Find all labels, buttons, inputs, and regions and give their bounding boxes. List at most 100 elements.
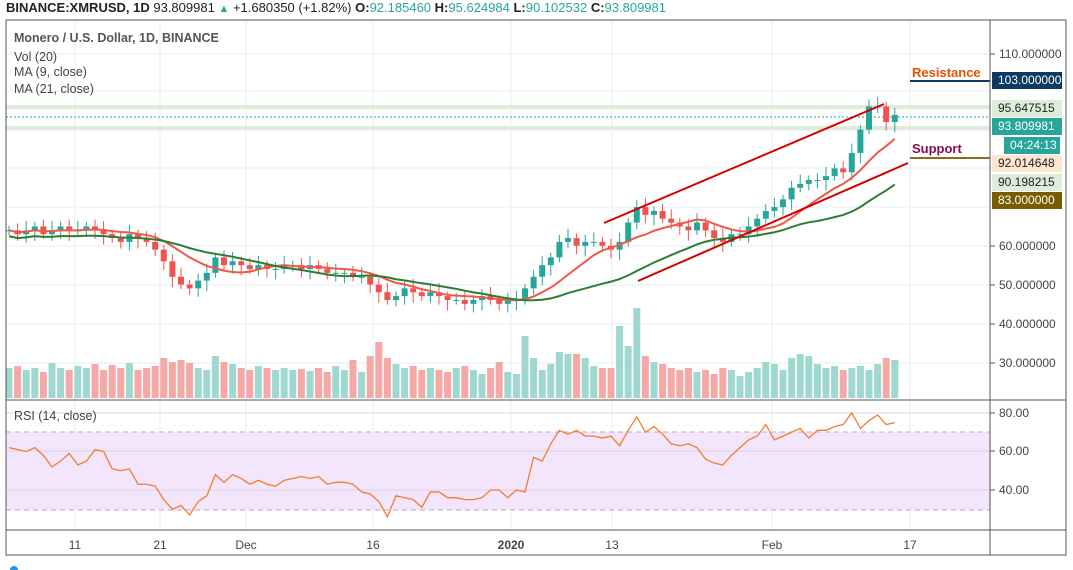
candle-body bbox=[685, 226, 692, 231]
legend-rsi[interactable]: RSI (14, close) bbox=[14, 409, 97, 423]
legend-vol[interactable]: Vol (20) bbox=[14, 50, 58, 64]
candle-body bbox=[453, 299, 460, 301]
candle-body bbox=[797, 183, 804, 188]
candle-body bbox=[582, 241, 589, 246]
volume-bar bbox=[555, 352, 563, 398]
time-tick-label: 11 bbox=[69, 538, 82, 552]
price-tick-label: 110.000000 bbox=[999, 47, 1062, 61]
volume-bar bbox=[547, 364, 555, 398]
time-tick-label: Feb bbox=[762, 538, 783, 552]
candle-body bbox=[737, 234, 743, 236]
countdown-label: 04:24:13 bbox=[1004, 137, 1060, 154]
candle-body bbox=[350, 272, 356, 277]
volume-bar bbox=[590, 366, 598, 398]
candle-body bbox=[143, 238, 150, 242]
volume-bar bbox=[831, 366, 839, 398]
volume-bar bbox=[822, 368, 830, 398]
volume-bar bbox=[366, 356, 374, 398]
volume-bar bbox=[5, 368, 13, 398]
candle-body bbox=[848, 152, 855, 173]
volume-bar bbox=[401, 368, 409, 398]
time-tick-label: 13 bbox=[605, 538, 619, 552]
candle-body bbox=[152, 241, 159, 250]
chart-title: Monero / U.S. Dollar, 1D, BINANCE bbox=[14, 31, 219, 45]
candle-body bbox=[83, 226, 90, 231]
support-annotation[interactable]: Support bbox=[912, 141, 962, 156]
resistance-annotation[interactable]: Resistance bbox=[912, 65, 981, 80]
volume-bar bbox=[779, 370, 787, 398]
volume-bar bbox=[57, 368, 65, 398]
volume-bar bbox=[667, 368, 675, 398]
volume-bar bbox=[39, 372, 47, 398]
volume-bar bbox=[100, 370, 108, 398]
candle-body bbox=[625, 222, 632, 242]
candle-body bbox=[780, 199, 786, 208]
legend-ma21[interactable]: MA (21, close) bbox=[14, 82, 94, 96]
volume-bar bbox=[495, 362, 503, 398]
open-value: 92.185460 bbox=[369, 0, 432, 15]
candle-body bbox=[762, 210, 769, 219]
candle-body bbox=[444, 296, 451, 300]
candle-body bbox=[651, 210, 657, 215]
volume-bar bbox=[504, 372, 512, 398]
volume-bar bbox=[323, 372, 331, 398]
candle-body bbox=[92, 226, 98, 231]
candle-body bbox=[547, 257, 554, 266]
candle-body bbox=[805, 180, 812, 184]
candle-body bbox=[178, 276, 184, 285]
candle-body bbox=[470, 299, 477, 304]
volume-bar bbox=[848, 368, 856, 398]
volume-bar bbox=[31, 368, 39, 398]
volume-bar bbox=[65, 370, 73, 398]
volume-bar bbox=[289, 370, 297, 398]
chart-frame bbox=[5, 19, 1067, 556]
volume-bar bbox=[641, 356, 649, 398]
volume-bar bbox=[607, 368, 615, 398]
candle-body bbox=[203, 272, 210, 281]
candle-body bbox=[633, 207, 640, 223]
candle-body bbox=[195, 280, 202, 289]
volume-bar bbox=[469, 370, 477, 398]
time-tick-label: 17 bbox=[903, 538, 917, 552]
last-price-label: 93.809981 bbox=[992, 118, 1062, 135]
volume-bar bbox=[487, 368, 495, 398]
low-band bbox=[6, 126, 990, 130]
volume-bar bbox=[22, 370, 30, 398]
candle-body bbox=[694, 222, 700, 231]
volume-bar bbox=[538, 370, 546, 398]
candle-body bbox=[255, 265, 262, 270]
volume-bar bbox=[736, 376, 744, 398]
candle-body bbox=[384, 292, 391, 300]
candle-body bbox=[246, 265, 253, 270]
volume-bar bbox=[727, 370, 735, 398]
candle-body bbox=[436, 292, 442, 297]
candle-body bbox=[754, 218, 761, 227]
candle-body bbox=[332, 272, 339, 274]
candle-body bbox=[823, 176, 829, 181]
candle-body bbox=[522, 288, 528, 300]
price-tick-label: 30.000000 bbox=[999, 356, 1056, 370]
high-value: 95.624984 bbox=[448, 0, 510, 15]
candle-body bbox=[599, 241, 606, 246]
volume-bar bbox=[581, 358, 589, 398]
candle-body bbox=[711, 230, 718, 239]
candle-body bbox=[272, 269, 279, 271]
volume-bar bbox=[659, 364, 667, 398]
candle-body bbox=[410, 288, 417, 293]
price-change: +1.680350 (+1.82%) bbox=[232, 0, 352, 15]
legend-ma9[interactable]: MA (9, close) bbox=[14, 65, 87, 79]
close-value: 93.809981 bbox=[604, 0, 666, 15]
volume-bar bbox=[74, 366, 82, 398]
volume-bar bbox=[108, 365, 116, 398]
candle-body bbox=[857, 129, 864, 153]
volume-bar bbox=[332, 366, 340, 398]
open-label: O: bbox=[355, 0, 370, 15]
high-price-label: 95.647515 bbox=[992, 100, 1062, 117]
volume-bar bbox=[684, 368, 692, 398]
volume-bar bbox=[719, 368, 727, 398]
candle-body bbox=[702, 222, 709, 231]
volume-bar bbox=[246, 370, 254, 398]
candle-body bbox=[814, 180, 821, 182]
low-label: L: bbox=[513, 0, 526, 15]
